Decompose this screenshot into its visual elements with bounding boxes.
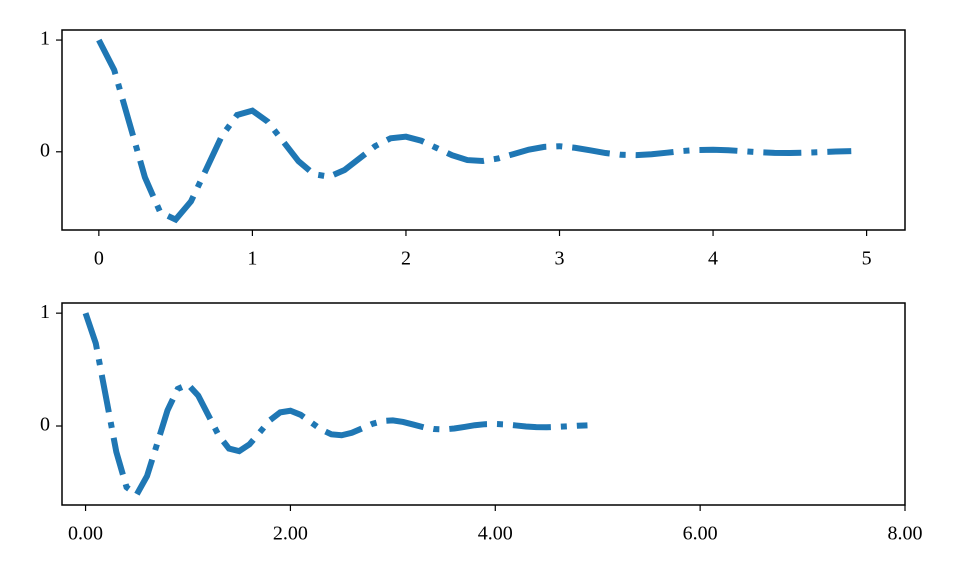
x-tick-label: 8.00	[888, 523, 923, 545]
y-tick-label: 0	[40, 139, 50, 161]
x-tick-label: 2.00	[273, 523, 308, 545]
data-line	[96, 38, 852, 224]
x-tick-label: 2	[401, 248, 411, 270]
x-tick-label: 4.00	[478, 523, 513, 545]
y-tick-label: 1	[40, 301, 50, 323]
x-tick-label: 3	[555, 248, 565, 270]
data-line	[82, 312, 588, 499]
x-tick-label: 0.00	[68, 523, 103, 545]
x-tick-label: 0	[94, 248, 104, 270]
axes-frame	[61, 29, 906, 231]
x-tick-label: 6.00	[683, 523, 718, 545]
x-tick-label: 5	[862, 248, 872, 270]
x-tick-label: 4	[708, 248, 718, 270]
axes-frame	[61, 302, 906, 506]
x-tick-label: 1	[247, 248, 257, 270]
y-tick-label: 1	[40, 28, 50, 50]
y-tick-label: 0	[40, 414, 50, 436]
